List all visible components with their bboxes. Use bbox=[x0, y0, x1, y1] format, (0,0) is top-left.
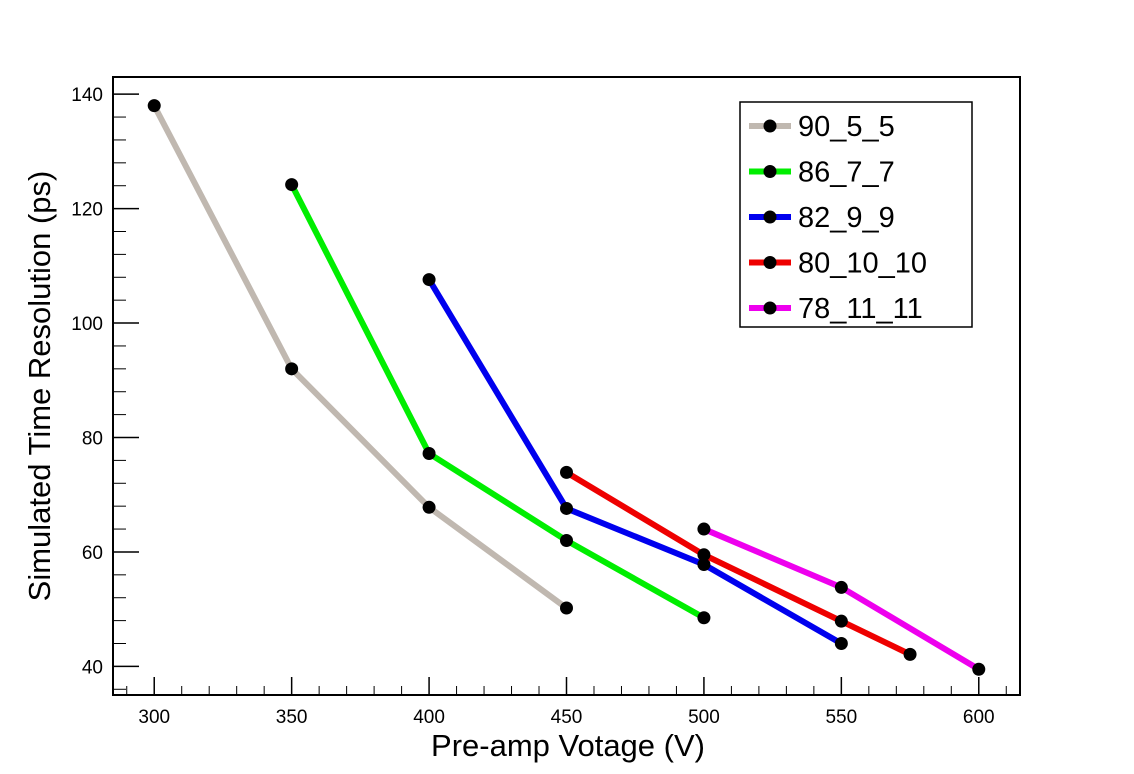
data-point bbox=[285, 362, 299, 376]
series-78_11_11 bbox=[697, 522, 986, 676]
legend-entry: 86_7_7 bbox=[749, 157, 895, 189]
legend-entry: 82_9_9 bbox=[749, 202, 895, 234]
series-86_7_7 bbox=[285, 178, 711, 625]
y-tick-label: 60 bbox=[82, 543, 103, 564]
axes-layer: 300 350 400 450 500 550 600 40 60 80 100 120 140 bbox=[71, 85, 1007, 728]
legend-marker bbox=[763, 165, 777, 178]
x-tick-label: 300 bbox=[138, 707, 170, 728]
data-point bbox=[834, 637, 848, 650]
plot-frame bbox=[112, 76, 1021, 696]
x-tick-label: 350 bbox=[276, 707, 308, 728]
data-point bbox=[972, 662, 986, 676]
series-layer bbox=[147, 99, 986, 676]
data-point bbox=[560, 601, 573, 615]
data-point bbox=[560, 501, 573, 515]
series-line bbox=[426, 278, 843, 647]
data-point bbox=[422, 500, 436, 514]
legend-label: 90_5_5 bbox=[798, 111, 895, 143]
x-tick-label: 400 bbox=[413, 707, 445, 728]
legend-entry: 90_5_5 bbox=[749, 111, 895, 143]
y-tick-label: 40 bbox=[82, 657, 103, 678]
legend: 90_5_5 86_7_7 82_9_9 80_10_10 78_11_11 bbox=[739, 101, 973, 328]
data-point bbox=[560, 534, 573, 547]
data-point bbox=[560, 465, 573, 479]
legend-label: 82_9_9 bbox=[798, 202, 895, 234]
y-tick-label: 80 bbox=[82, 429, 103, 450]
legend-marker bbox=[763, 210, 777, 224]
data-point bbox=[834, 580, 848, 594]
data-point bbox=[697, 548, 711, 562]
series-90_5_5 bbox=[147, 99, 573, 615]
series-82_9_9 bbox=[422, 273, 848, 650]
series-line bbox=[151, 104, 569, 611]
data-point bbox=[903, 647, 917, 661]
legend-entry: 80_10_10 bbox=[749, 248, 927, 280]
y-tick-label: 140 bbox=[71, 85, 103, 106]
y-axis-title: Simulated Time Resolution (ps) bbox=[22, 171, 57, 602]
data-point bbox=[697, 558, 711, 572]
data-point bbox=[285, 178, 299, 192]
x-axis-title: Pre-amp Votage (V) bbox=[431, 728, 705, 763]
data-point bbox=[697, 522, 711, 536]
x-tick-label: 500 bbox=[688, 707, 720, 728]
legend-marker bbox=[763, 119, 777, 133]
legend-label: 78_11_11 bbox=[798, 293, 923, 325]
legend-label: 86_7_7 bbox=[798, 157, 895, 189]
data-point bbox=[834, 614, 848, 628]
legend-marker bbox=[763, 301, 777, 315]
series-line bbox=[288, 183, 706, 621]
series-80_10_10 bbox=[560, 465, 917, 661]
series-line bbox=[564, 469, 912, 658]
data-point bbox=[147, 99, 161, 113]
x-tick-label: 450 bbox=[551, 707, 583, 728]
data-point bbox=[697, 611, 711, 625]
data-point bbox=[422, 273, 436, 287]
y-tick-label: 120 bbox=[71, 200, 103, 221]
y-tick-label: 100 bbox=[71, 314, 103, 335]
x-tick-label: 600 bbox=[963, 707, 995, 728]
x-tick-label: 550 bbox=[825, 707, 857, 728]
legend-label: 80_10_10 bbox=[798, 248, 927, 280]
data-point bbox=[422, 447, 436, 461]
legend-marker bbox=[763, 256, 777, 269]
legend-entry: 78_11_11 bbox=[749, 293, 923, 325]
